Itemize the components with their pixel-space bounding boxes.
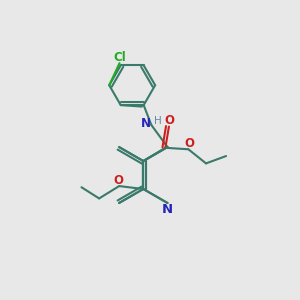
Text: O: O bbox=[184, 137, 194, 150]
Text: N: N bbox=[141, 117, 151, 130]
Text: Cl: Cl bbox=[113, 51, 126, 64]
Text: O: O bbox=[164, 114, 175, 127]
Text: N: N bbox=[162, 203, 173, 216]
Text: H: H bbox=[154, 116, 162, 126]
Text: O: O bbox=[114, 174, 124, 187]
